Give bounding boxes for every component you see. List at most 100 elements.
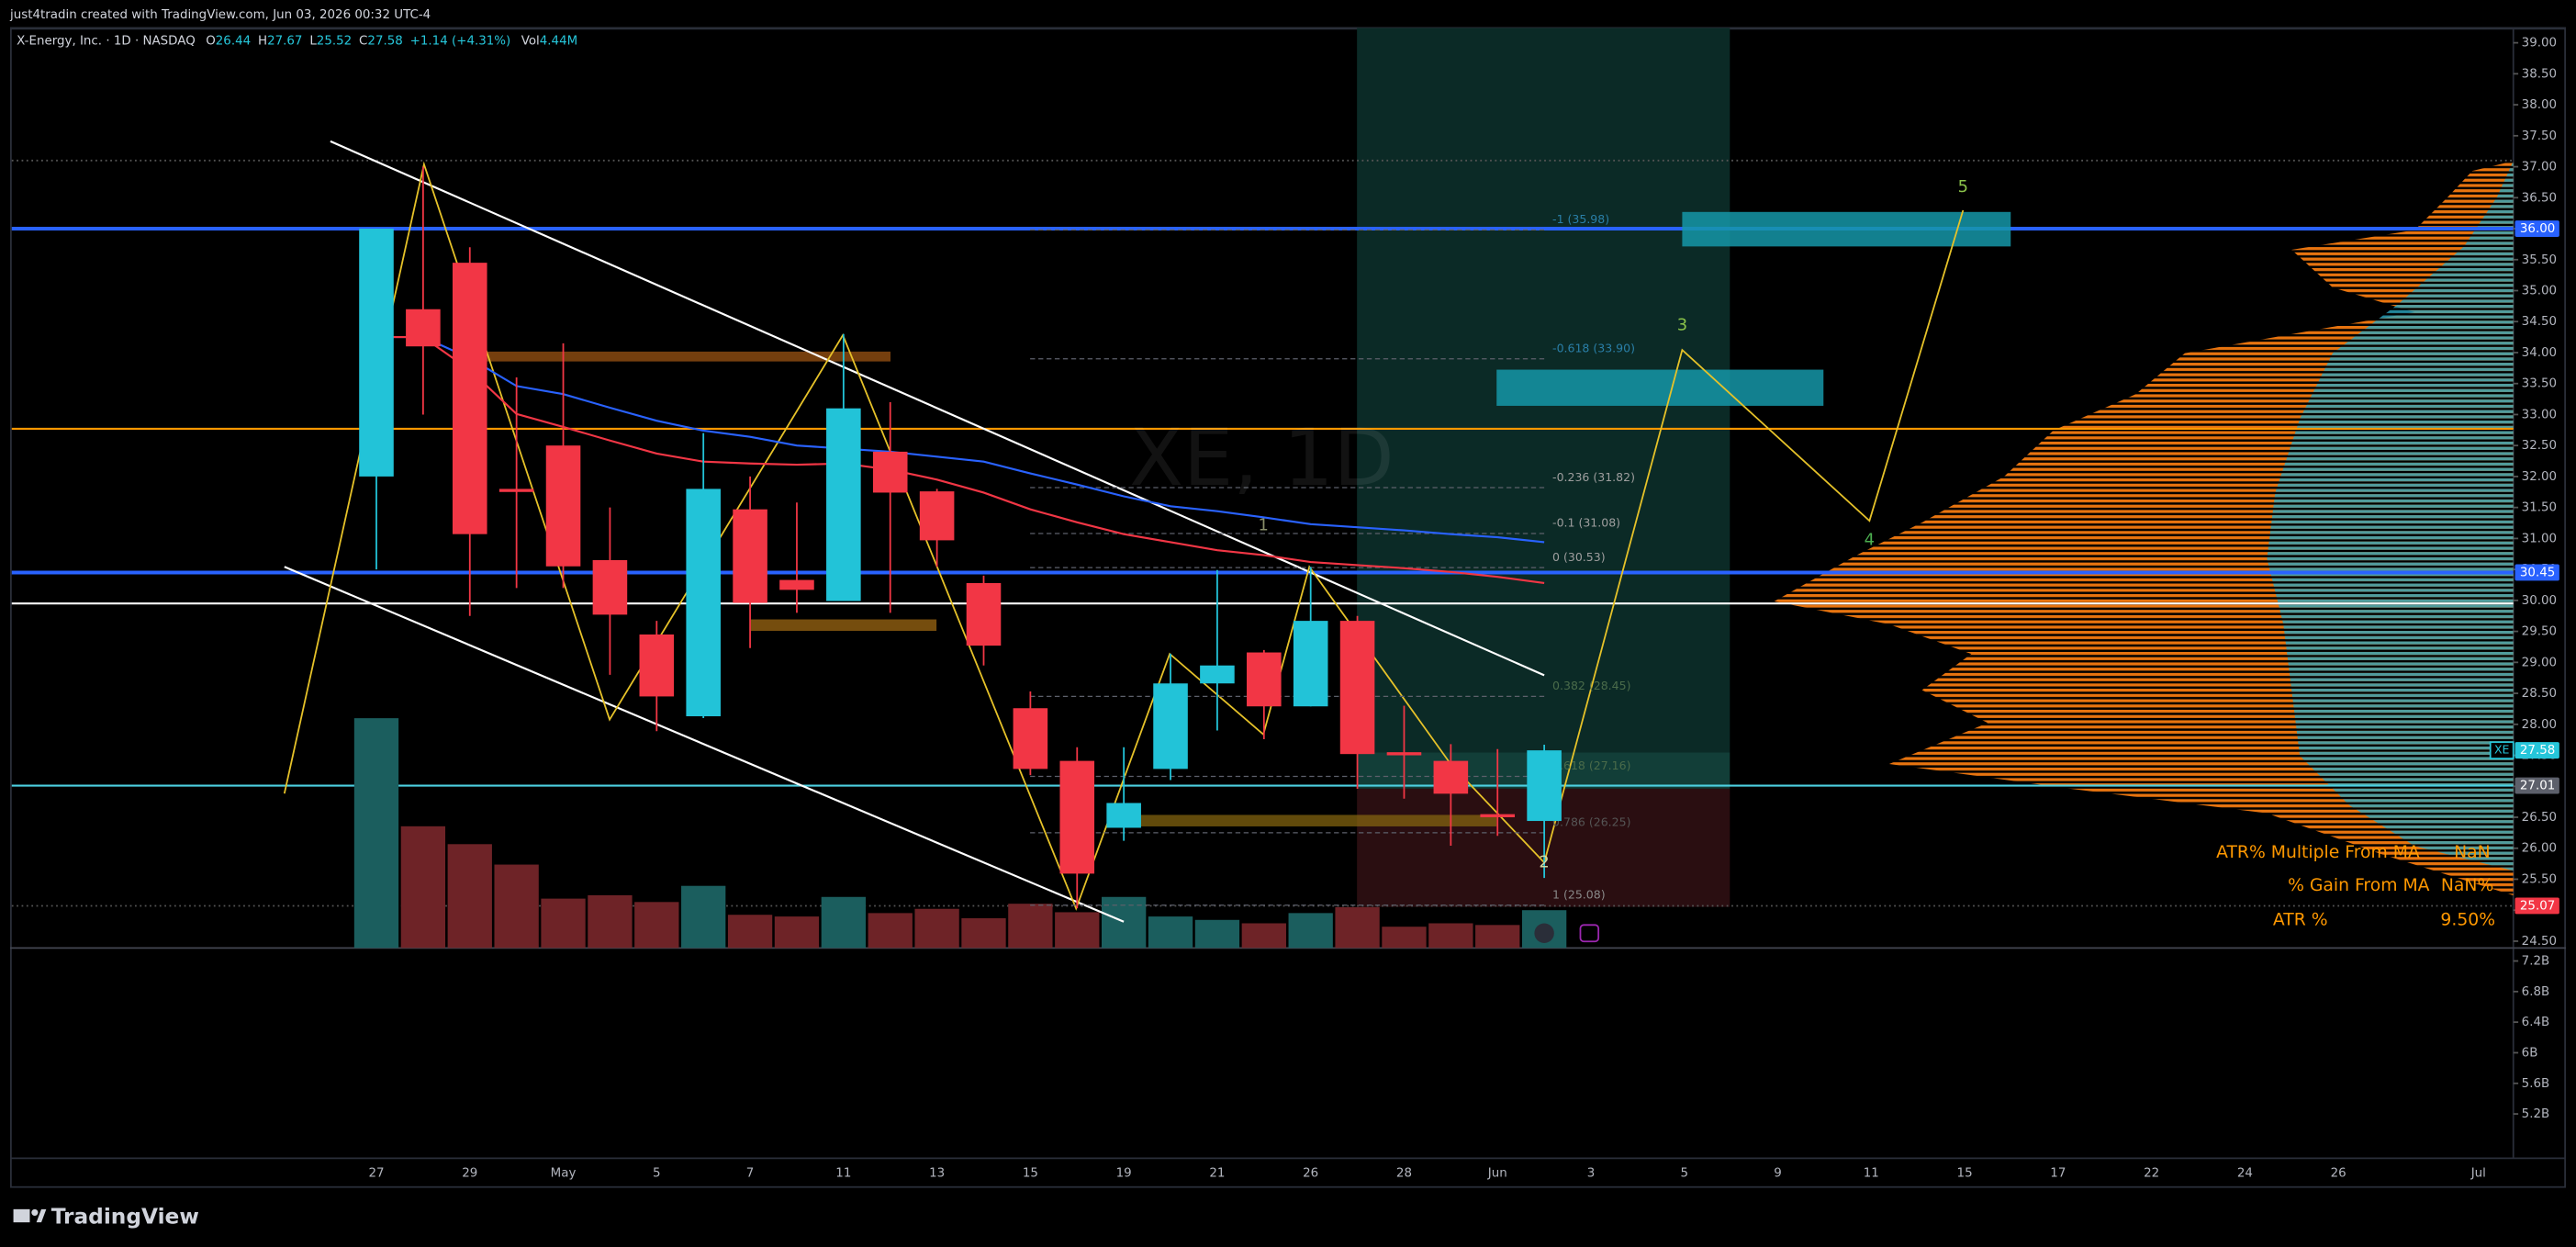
- trendline: [284, 566, 1125, 923]
- x-tick-label: 5: [653, 1166, 661, 1180]
- x-tick-label: 5: [1681, 1166, 1689, 1180]
- table-label: % Gain From MA: [2288, 876, 2430, 895]
- x-tick-label: 11: [1864, 1166, 1879, 1180]
- target-box: [1496, 369, 1824, 406]
- fib-label: 0 (30.53): [1552, 550, 1606, 564]
- volume-bar: [1428, 923, 1473, 949]
- x-tick-label: 28: [1396, 1166, 1412, 1180]
- candle-body: [359, 229, 394, 477]
- ohlc-label: C: [359, 35, 367, 49]
- zone-box: [1124, 814, 1497, 826]
- price-tag-label: 36.00: [2520, 222, 2555, 236]
- x-tick-label: 29: [462, 1166, 477, 1180]
- volume-label: Vol: [521, 35, 540, 49]
- x-tick-label: 3: [1587, 1166, 1596, 1180]
- zone-box: [750, 619, 937, 632]
- candle-body: [1293, 621, 1328, 707]
- volume-bar: [1241, 923, 1286, 949]
- wave-label: 1: [1258, 516, 1268, 535]
- ohlc-label: L: [309, 35, 317, 49]
- fib-label: 0.382 (28.45): [1552, 679, 1630, 692]
- candle-body: [498, 489, 534, 492]
- volume-bar: [1055, 912, 1100, 949]
- earnings-icon[interactable]: [1579, 924, 1600, 943]
- volume-bar: [1148, 916, 1193, 949]
- candle-body: [1013, 708, 1048, 770]
- ohlc-value: 26.44: [216, 35, 251, 49]
- candle-body: [452, 263, 487, 534]
- x-tick-label: 13: [929, 1166, 945, 1180]
- symbol-tag: [2489, 741, 2514, 759]
- volume-profile: [2267, 161, 2514, 871]
- wave-label: 5: [1958, 177, 1968, 197]
- trendline: [330, 140, 1545, 677]
- target-box: [1682, 211, 2011, 247]
- y-tick-label: 6.8B: [2522, 985, 2550, 999]
- x-tick-label: Jul: [2470, 1166, 2486, 1180]
- candle-body: [1153, 683, 1188, 770]
- x-tick-label: 7: [746, 1166, 755, 1180]
- price-tag: [2514, 564, 2559, 581]
- price-tag-label: 27.58: [2520, 744, 2555, 758]
- fib-label: -1 (35.98): [1552, 212, 1609, 226]
- volume-bar: [1101, 896, 1147, 949]
- y-tick-label: 39.00: [2522, 37, 2557, 51]
- volume-bar: [634, 902, 679, 949]
- y-tick-label: 31.50: [2522, 501, 2557, 515]
- volume-bar: [961, 917, 1006, 949]
- y-tick-label: 28.00: [2522, 718, 2557, 732]
- y-tick-label: 38.00: [2522, 98, 2557, 112]
- x-tick-label: 21: [1209, 1166, 1225, 1180]
- wave-label: 2: [1539, 852, 1549, 871]
- volume-bar: [868, 913, 913, 949]
- volume-bar: [821, 896, 866, 949]
- candle-body: [406, 309, 441, 347]
- fib-label: -0.618 (33.90): [1552, 341, 1635, 354]
- candle-body: [872, 451, 908, 493]
- y-tick-label: 35.00: [2522, 284, 2557, 298]
- y-tick-label: 6B: [2522, 1046, 2538, 1060]
- candle-body: [686, 489, 721, 717]
- event-icon[interactable]: [1534, 923, 1554, 943]
- moving-average: [375, 336, 1545, 585]
- frame: [10, 28, 2566, 1188]
- candle-body: [639, 634, 675, 697]
- candle-body: [966, 582, 1002, 646]
- volume-bar: [681, 885, 726, 949]
- candle-body: [919, 491, 955, 541]
- x-tick-label: 17: [2050, 1166, 2066, 1180]
- candle-body: [1433, 760, 1469, 794]
- table-label: ATR %: [2273, 910, 2328, 929]
- candle-body: [1339, 621, 1375, 755]
- y-tick-label: 34.00: [2522, 346, 2557, 360]
- fib-label: 1 (25.08): [1552, 888, 1606, 902]
- volume-bar: [914, 908, 959, 949]
- table-label: ATR% Multiple From MA: [2216, 843, 2420, 862]
- y-tick-label: 24.50: [2522, 935, 2557, 949]
- y-tick-label: 5.6B: [2522, 1077, 2550, 1091]
- x-tick-label: 27: [368, 1166, 384, 1180]
- moving-average: [375, 336, 1545, 544]
- candle-body: [1106, 803, 1141, 828]
- y-tick-label: 36.50: [2522, 191, 2557, 205]
- volume-bar: [400, 826, 446, 949]
- x-tick-label: 26: [2331, 1166, 2346, 1180]
- volume-bar: [541, 898, 586, 949]
- wave-label: 3: [1677, 315, 1687, 334]
- y-tick-label: 26.00: [2522, 842, 2557, 856]
- x-tick-label: 24: [2237, 1166, 2253, 1180]
- volume-bar: [774, 916, 820, 949]
- candle-body: [545, 445, 581, 567]
- price-tag: [2514, 897, 2559, 915]
- candle-body: [1480, 814, 1516, 818]
- volume-bar: [1194, 919, 1240, 949]
- zone-box: [469, 351, 891, 362]
- fib-label: 0.786 (26.25): [1552, 815, 1630, 829]
- watermark: XE, 1D: [1129, 412, 1394, 504]
- volume-bar: [588, 894, 633, 949]
- volume-bar: [727, 915, 773, 949]
- ohlc-value: 25.52: [317, 35, 352, 49]
- y-tick-label: 34.50: [2522, 315, 2557, 329]
- fib-label: -0.1 (31.08): [1552, 516, 1620, 530]
